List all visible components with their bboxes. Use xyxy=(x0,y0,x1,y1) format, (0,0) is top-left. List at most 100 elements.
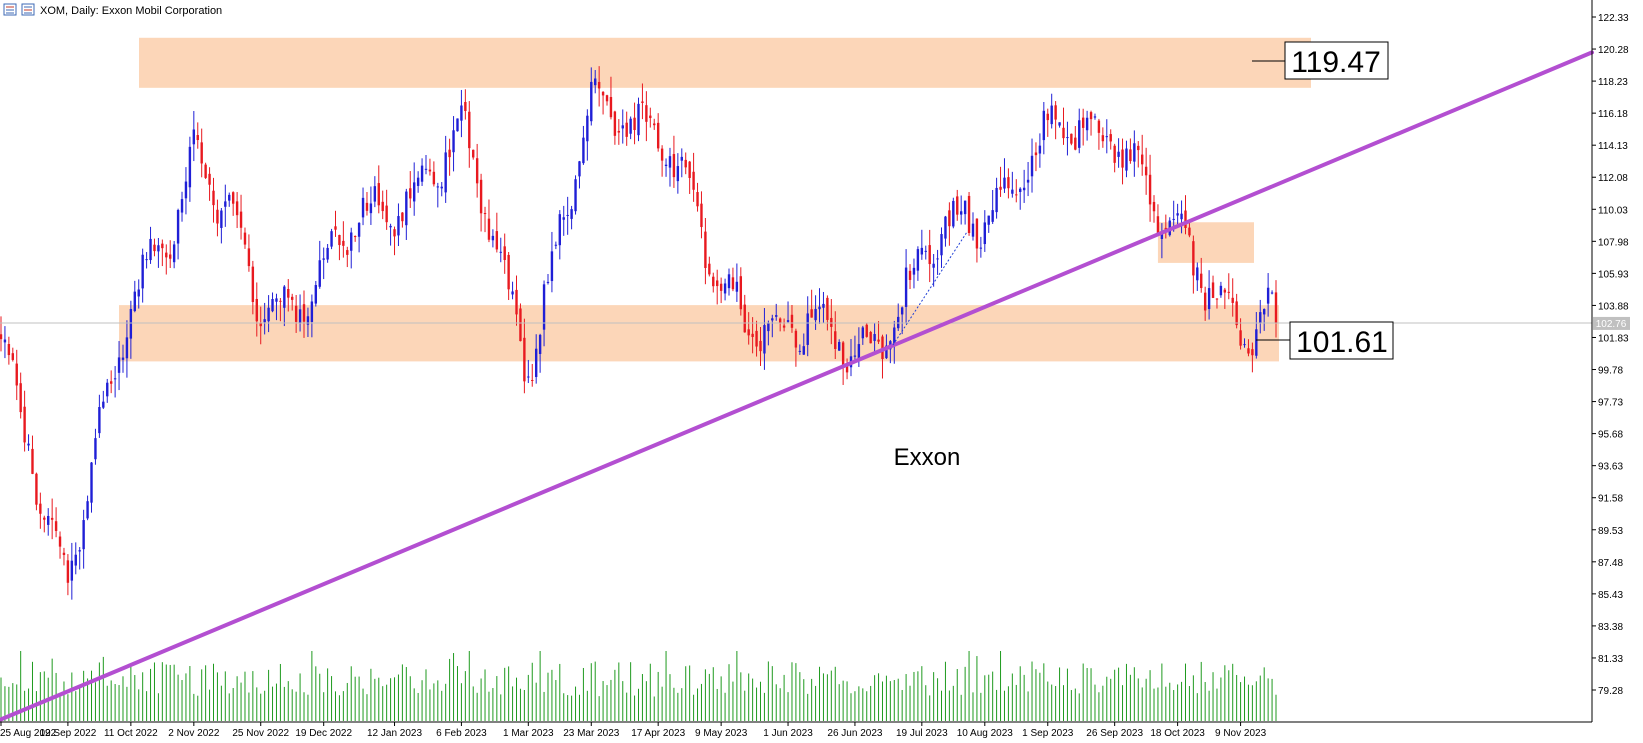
volume-bar xyxy=(1039,672,1041,721)
candle-body xyxy=(660,148,664,161)
candle-body xyxy=(11,353,15,360)
candle xyxy=(1062,107,1065,145)
volume-bar xyxy=(1086,668,1088,721)
price-tick-label: 95.68 xyxy=(1598,430,1623,441)
candle-body xyxy=(727,274,731,289)
candle-body xyxy=(70,560,74,581)
candle-body xyxy=(294,305,298,322)
candle xyxy=(7,336,11,365)
candle-body xyxy=(243,232,247,245)
candle xyxy=(287,279,290,312)
volume-bar xyxy=(275,683,277,721)
volume-bar xyxy=(248,692,250,721)
volume-bar xyxy=(606,685,608,721)
price-zone[interactable] xyxy=(119,305,1279,362)
volume-bar xyxy=(71,672,73,721)
volume-bar xyxy=(205,665,207,721)
candle xyxy=(554,241,558,250)
candle xyxy=(771,314,774,338)
candle xyxy=(255,282,258,337)
volume-bar xyxy=(992,671,994,721)
volume-bar xyxy=(512,686,514,721)
support-label-box[interactable] xyxy=(1289,321,1394,360)
candle-body xyxy=(235,201,239,216)
trendline[interactable] xyxy=(0,50,1594,722)
volume-bar xyxy=(1015,684,1017,721)
volume-bar xyxy=(1255,681,1257,721)
time-tick-label: 19 Sep 2022 xyxy=(40,728,97,739)
candle xyxy=(1050,93,1053,129)
volume-bar xyxy=(638,688,639,721)
candle xyxy=(538,333,542,373)
candle-body xyxy=(169,254,172,259)
volume-bar xyxy=(279,663,281,721)
candle xyxy=(1015,179,1018,203)
volume-bar xyxy=(1059,667,1061,721)
volume-bar xyxy=(661,686,663,721)
candle-body xyxy=(782,325,786,328)
candle-body xyxy=(995,187,998,213)
candle-body xyxy=(704,231,707,268)
volume-bar xyxy=(795,663,797,721)
resistance-label-box[interactable] xyxy=(1284,41,1389,80)
volume-bar xyxy=(763,692,765,721)
volume-bar xyxy=(960,694,962,721)
volume-bar xyxy=(256,687,258,721)
volume-bar xyxy=(590,663,592,721)
candle-body xyxy=(1081,117,1085,128)
candle xyxy=(869,330,872,344)
volume-bar xyxy=(1137,678,1139,721)
volume-bar xyxy=(673,687,675,721)
volume-bar xyxy=(1051,684,1053,721)
candle-body xyxy=(405,191,408,226)
volume-bar xyxy=(866,691,868,721)
candle xyxy=(397,203,400,247)
volume-bar xyxy=(913,671,915,721)
volume-bar xyxy=(232,688,234,721)
volume-bar xyxy=(964,666,966,721)
volume-bar xyxy=(366,694,368,721)
volume-bar xyxy=(504,667,506,721)
candle-body xyxy=(338,234,341,246)
candle-body xyxy=(932,263,935,268)
candle xyxy=(1121,138,1124,185)
candle xyxy=(767,320,770,346)
candle-body xyxy=(700,203,703,228)
candle xyxy=(786,301,790,324)
candle-body xyxy=(353,236,357,238)
volume-bar xyxy=(716,688,718,721)
candle-body xyxy=(149,238,152,261)
volume-bar xyxy=(657,671,659,721)
volume-bar xyxy=(1098,692,1100,721)
volume-bar xyxy=(1153,688,1155,721)
candle-body xyxy=(365,202,369,211)
price-tick-label: 97.73 xyxy=(1598,398,1623,409)
candle-body xyxy=(102,401,105,408)
candle-body xyxy=(527,376,530,378)
price-zone[interactable] xyxy=(139,37,1311,88)
candle xyxy=(645,91,648,142)
dashed-guide-line[interactable] xyxy=(892,231,968,346)
price-tick-label: 85.43 xyxy=(1598,590,1623,601)
price-axis[interactable]: 122.33 120.28 118.23 116.18 114.13 112.08 110.… xyxy=(1592,13,1629,697)
candle xyxy=(1247,339,1250,357)
volume-bar xyxy=(150,668,152,721)
candle xyxy=(409,171,412,208)
volume-bar xyxy=(594,661,596,721)
candle-body xyxy=(1019,188,1022,192)
volume-bar xyxy=(209,689,211,721)
candle xyxy=(775,303,778,321)
volume-bar xyxy=(996,689,998,721)
candle xyxy=(743,294,746,333)
candle xyxy=(1081,108,1085,146)
volume-bar xyxy=(756,687,758,721)
candle-body xyxy=(381,201,384,212)
candle-body xyxy=(645,105,648,122)
volume-bar xyxy=(161,662,163,721)
candle xyxy=(810,289,813,318)
volume-bar xyxy=(1125,663,1127,721)
candle-body xyxy=(1050,105,1053,125)
candle xyxy=(802,333,805,355)
